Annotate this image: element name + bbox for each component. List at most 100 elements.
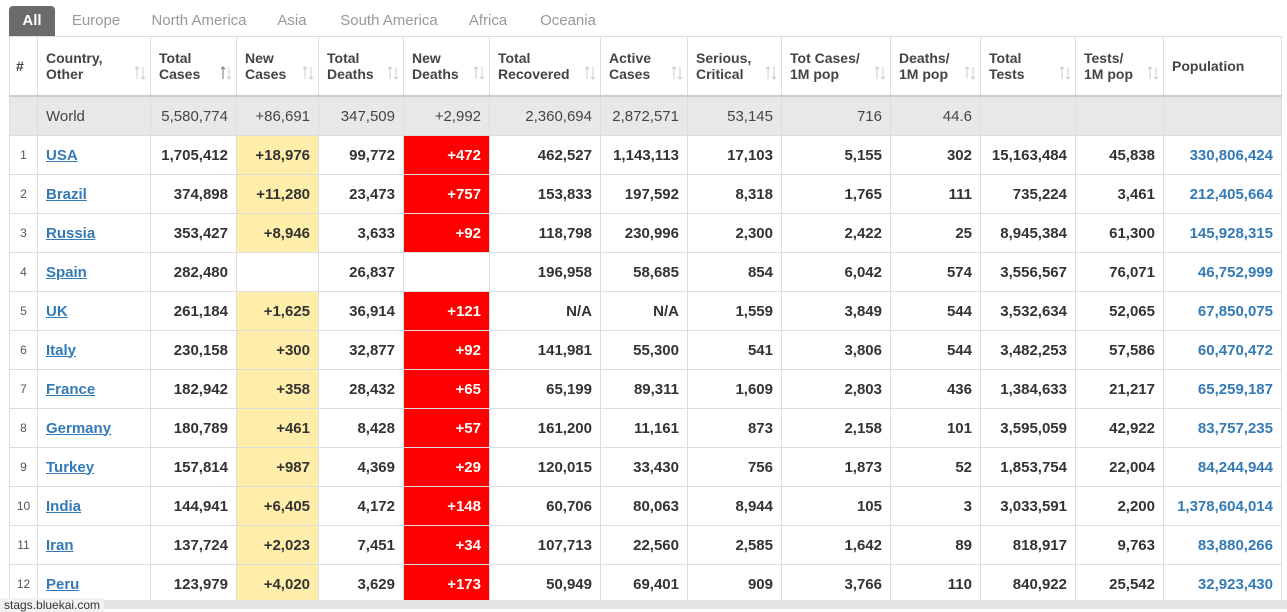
sort[interactable] [302,66,314,83]
cell: 3,461 [1075,174,1164,214]
header-text: Deaths [412,66,459,82]
country-link[interactable]: Spain [46,263,87,281]
sort[interactable] [1059,66,1071,83]
column-header: # [9,36,38,97]
region-tab[interactable]: Asia [277,12,307,29]
country-link[interactable]: Germany [46,419,112,437]
cell: 25,542 [1075,564,1164,604]
sort[interactable] [671,66,683,83]
region-tab[interactable]: All [9,6,55,36]
cell: 8,944 [687,486,782,526]
cell: 2,300 [687,213,782,253]
column-header[interactable]: New Cases [236,36,319,97]
column-header[interactable]: Population [1163,36,1282,97]
sort[interactable] [134,66,146,83]
cell: 330,806,424 [1163,135,1282,175]
country-link[interactable]: Peru [46,575,80,593]
cell: 32,923,430 [1163,564,1282,604]
cell: 230,158 [150,330,237,370]
country-row: 11 Iran 137,724 +2,023 7,451 +34 107,713 22,560… [9,525,1282,565]
cell: +300 [236,330,319,370]
sort[interactable] [584,66,596,83]
sort[interactable] [473,66,485,83]
cell: 3,532,634 [980,291,1076,331]
cell: 180,789 [150,408,237,448]
sort[interactable] [765,66,777,83]
cell: 1,873 [781,447,891,487]
cell: 735,224 [980,174,1076,214]
column-header[interactable]: Tests/1M pop [1075,36,1164,97]
cell: 2,200 [1075,486,1164,526]
cell: +18,976 [236,135,319,175]
cell: 3,633 [318,213,404,253]
sort[interactable] [220,66,232,83]
cell: 4,369 [318,447,404,487]
header-text: Recovered [498,66,570,82]
cell: 1,384,633 [980,369,1076,409]
column-header[interactable]: Deaths/1M pop [890,36,981,97]
column-header[interactable]: Total Recovered [489,36,601,97]
cell: 8 [9,408,38,448]
sort[interactable] [1147,66,1159,83]
column-header[interactable]: Serious, Critical [687,36,782,97]
cell: 9,763 [1075,525,1164,565]
cell: +121 [403,291,490,331]
cell: 462,527 [489,135,601,175]
header-text: New [412,50,441,66]
column-header[interactable]: New Deaths [403,36,490,97]
cell: +6,405 [236,486,319,526]
column-header[interactable]: Total Tests [980,36,1076,97]
country-link[interactable]: Italy [46,341,77,359]
cell: 111 [890,174,981,214]
country-link[interactable]: UK [46,302,68,320]
sort-icon [671,66,683,80]
country-link[interactable]: Iran [46,536,74,554]
column-header[interactable]: Total Cases [150,36,237,97]
header-text: Total [159,50,192,66]
cell: 89,311 [600,369,688,409]
cell: 28,432 [318,369,404,409]
cell: +57 [403,408,490,448]
cell: +472 [403,135,490,175]
sort[interactable] [964,66,976,83]
cell: +1,625 [236,291,319,331]
cell: 83,757,235 [1163,408,1282,448]
region-tab[interactable]: South America [340,12,438,29]
cell: 65,259,187 [1163,369,1282,409]
region-tab[interactable]: Africa [468,12,508,29]
header-text: # [16,58,24,74]
header-text: 1M pop [1084,66,1133,82]
cell: 8,428 [318,408,404,448]
region-tab[interactable]: North America [151,12,247,29]
sort-icon [874,66,886,80]
cell: +148 [403,486,490,526]
country-link[interactable]: Russia [46,224,96,242]
header-text: Deaths [327,66,374,82]
header-text: Tot Cases/ [790,50,860,66]
country-link[interactable]: USA [46,146,78,164]
sort[interactable] [874,66,886,83]
sort[interactable] [387,66,399,83]
header-text: Country, [46,50,103,66]
cell [236,252,319,292]
sort-icon [964,66,976,80]
country-link[interactable]: Brazil [46,185,87,203]
cell: 120,015 [489,447,601,487]
country-link[interactable]: India [46,497,82,515]
column-header[interactable]: Active Cases [600,36,688,97]
cell: 1,378,604,014 [1163,486,1282,526]
column-header[interactable]: Total Deaths [318,36,404,97]
country-link[interactable]: Turkey [46,458,95,476]
region-tab[interactable]: Europe [71,12,121,29]
cell: World [37,95,151,136]
header-text: Total [989,50,1022,66]
column-header[interactable]: Country, Other [37,36,151,97]
cell: Italy [37,330,151,370]
column-header[interactable]: Tot Cases/1M pop [781,36,891,97]
cell: N/A [489,291,601,331]
region-tab[interactable]: Oceania [540,12,596,29]
cell: 347,509 [318,95,404,136]
cell: Russia [37,213,151,253]
country-link[interactable]: France [46,380,96,398]
cell: 141,981 [489,330,601,370]
